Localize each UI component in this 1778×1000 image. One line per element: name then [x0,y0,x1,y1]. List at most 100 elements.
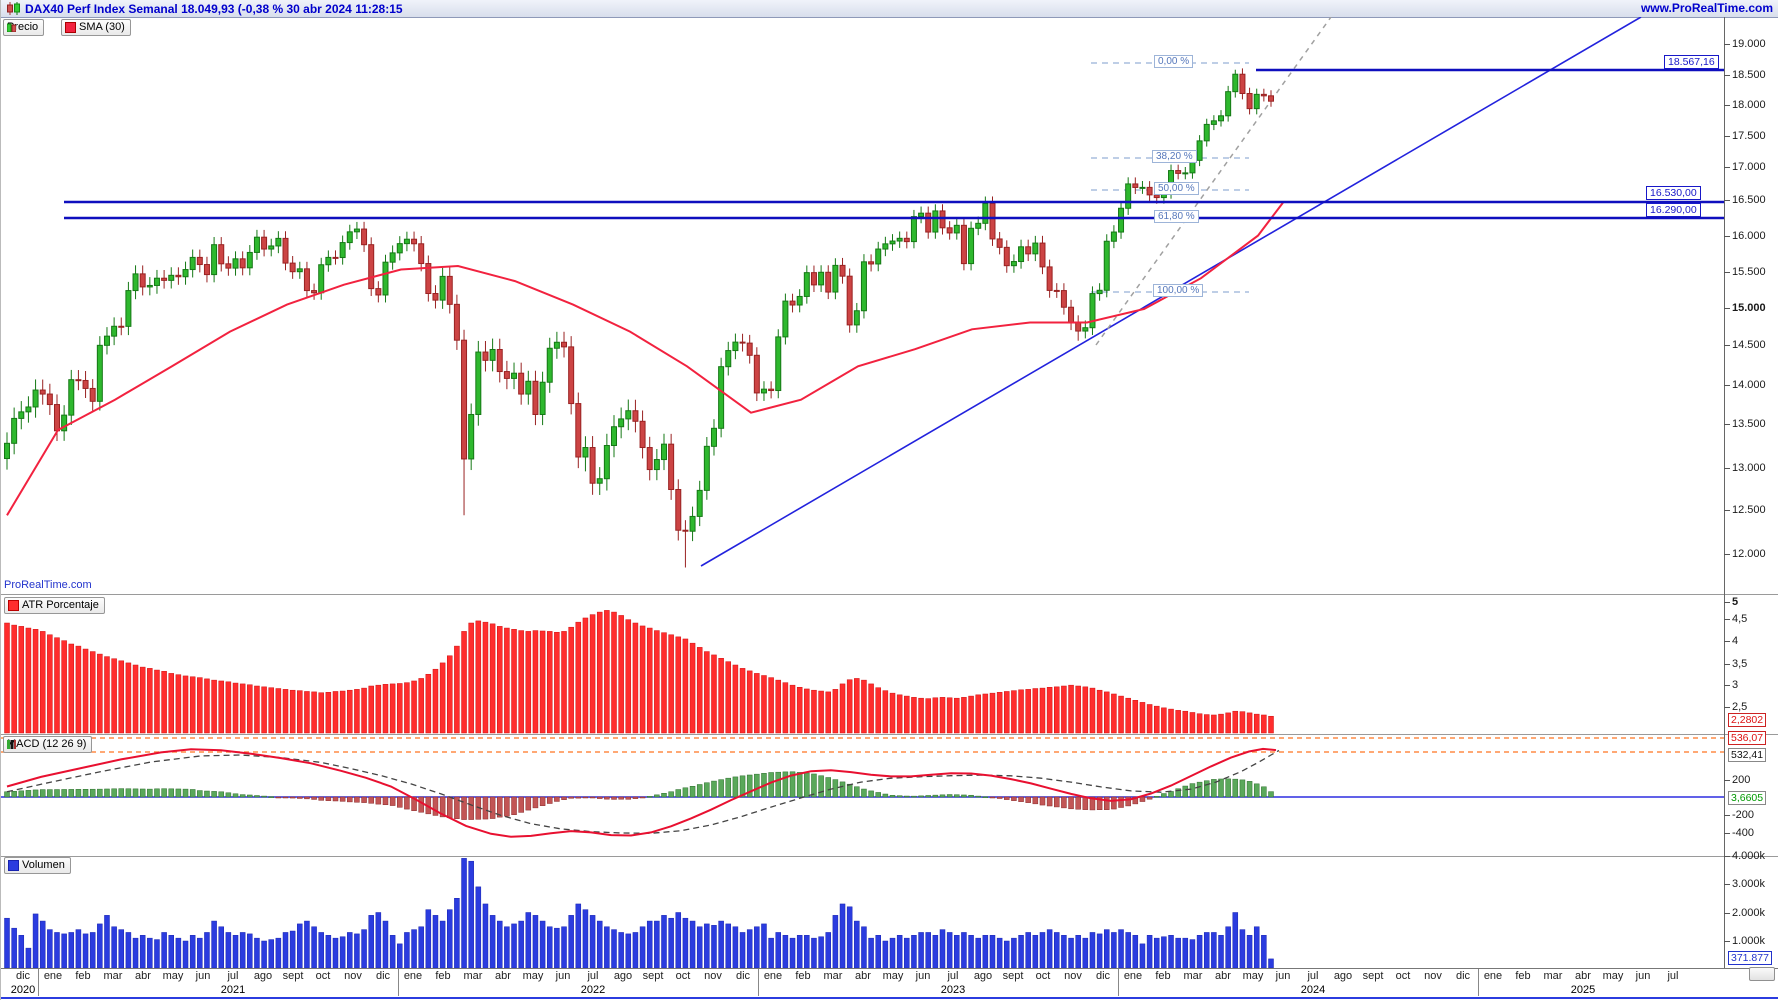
prorealtime-watermark: ProRealTime.com [4,579,92,591]
month-label: feb [75,970,91,982]
candlestick-icon [7,2,20,15]
month-label: feb [435,970,451,982]
month-label: nov [1424,970,1442,982]
axis-tick [1724,664,1730,665]
price-chart-canvas[interactable] [1,17,1724,594]
month-label: dic [1455,970,1471,982]
month-label: mar [1543,970,1563,982]
fib-level-label[interactable]: 61,80 % [1154,210,1199,223]
signal-current-value: 532,41 [1728,748,1767,762]
fib-level-label[interactable]: 50,00 % [1154,182,1199,195]
volume-tick-label: 3.000k [1732,878,1766,890]
month-label: jul [947,970,959,982]
month-label: nov [704,970,722,982]
volume-tick-label: 1.000k [1732,935,1766,947]
legend-sma[interactable]: SMA (30) [61,19,131,36]
atr-current-value: 2,2802 [1728,713,1767,727]
price-legend-icon [7,23,16,32]
month-label: feb [1155,970,1171,982]
month-label: nov [1064,970,1082,982]
macd-tick-label: -400 [1732,827,1755,839]
month-label: jul [1307,970,1319,982]
price-level-label[interactable]: 16.530,00 [1646,186,1701,200]
price-tick-label: 15.500 [1732,266,1766,278]
month-label: sept [1002,970,1024,982]
axis-tick [1724,385,1730,386]
month-label: sept [642,970,664,982]
atr-tick-label: 2,5 [1732,701,1748,713]
sma-line[interactable] [6,201,1284,516]
year-label: 2024 [1300,984,1326,996]
price-tick-label: 18.500 [1732,69,1766,81]
month-label: ago [253,970,273,982]
legend-atr-label: ATR Porcentaje [22,599,99,611]
month-label: oct [675,970,691,982]
legend-volumen[interactable]: Volumen [4,857,71,874]
fib-level-label[interactable]: 0,00 % [1154,55,1194,68]
month-label: abr [855,970,871,982]
price-tick-label: 18.000 [1732,99,1766,111]
website-link[interactable]: www.ProRealTime.com [1640,1,1773,15]
month-label: mar [823,970,843,982]
month-label: may [522,970,544,982]
month-label: jun [915,970,931,982]
axis-tick [1724,913,1730,914]
macd-tick-label: -200 [1732,809,1755,821]
price-tick-label: 13.000 [1732,462,1766,474]
panel-separator[interactable] [1,734,1778,735]
month-label: mar [103,970,123,982]
month-label: dic [735,970,751,982]
year-tick [38,969,39,996]
month-label: ago [1333,970,1353,982]
volume-panel-canvas[interactable] [1,857,1724,969]
price-tick-label: 17.000 [1732,161,1766,173]
month-label: jul [587,970,599,982]
macd-main-line [6,747,1277,838]
month-label: jul [227,970,239,982]
axis-tick [1724,856,1730,857]
year-tick [758,969,759,996]
month-label: abr [1575,970,1591,982]
legend-macd[interactable]: MACD (12 26 9) [3,736,93,753]
legend-volumen-label: Volumen [22,859,65,871]
volume-current-value: 371.877 [1728,951,1772,965]
month-label: may [882,970,904,982]
macd-panel-canvas[interactable] [1,735,1724,856]
window-bottom-border [1,997,1778,999]
atr-tick-label: 3,5 [1732,658,1748,670]
time-axis-line [1,968,1778,969]
price-tick-label: 12.500 [1732,504,1766,516]
month-label: jun [1635,970,1651,982]
axis-tick [1724,136,1730,137]
month-label: oct [1035,970,1051,982]
axis-tick [1724,815,1730,816]
fib-level-label[interactable]: 38,20 % [1152,150,1197,163]
axis-tick [1724,941,1730,942]
panel-separator[interactable] [1,856,1778,857]
month-label: may [1242,970,1264,982]
atr-panel-canvas[interactable] [1,595,1724,734]
candles[interactable] [4,68,1274,568]
axis-tick [1724,75,1730,76]
axis-tick [1724,554,1730,555]
axis-tick [1724,833,1730,834]
axis-corner-button[interactable] [1749,967,1775,981]
axis-tick [1724,641,1730,642]
month-label: mar [463,970,483,982]
dashed-trend-line[interactable] [1095,17,1332,346]
month-label: dic [375,970,391,982]
price-level-label[interactable]: 16.290,00 [1646,203,1701,217]
atr-bars [4,610,1274,734]
month-label: dic [1095,970,1111,982]
month-label: jun [555,970,571,982]
month-label: feb [795,970,811,982]
axis-tick [1724,44,1730,45]
price-level-label[interactable]: 18.567,16 [1664,55,1719,69]
panel-separator[interactable] [1,594,1778,595]
month-label: ene [1483,970,1503,982]
fib-level-label[interactable]: 100,00 % [1153,284,1204,297]
axis-tick [1724,510,1730,511]
legend-precio[interactable]: Precio [3,19,45,36]
legend-atr[interactable]: ATR Porcentaje [4,597,105,614]
atr-tick-label: 3 [1732,679,1739,691]
